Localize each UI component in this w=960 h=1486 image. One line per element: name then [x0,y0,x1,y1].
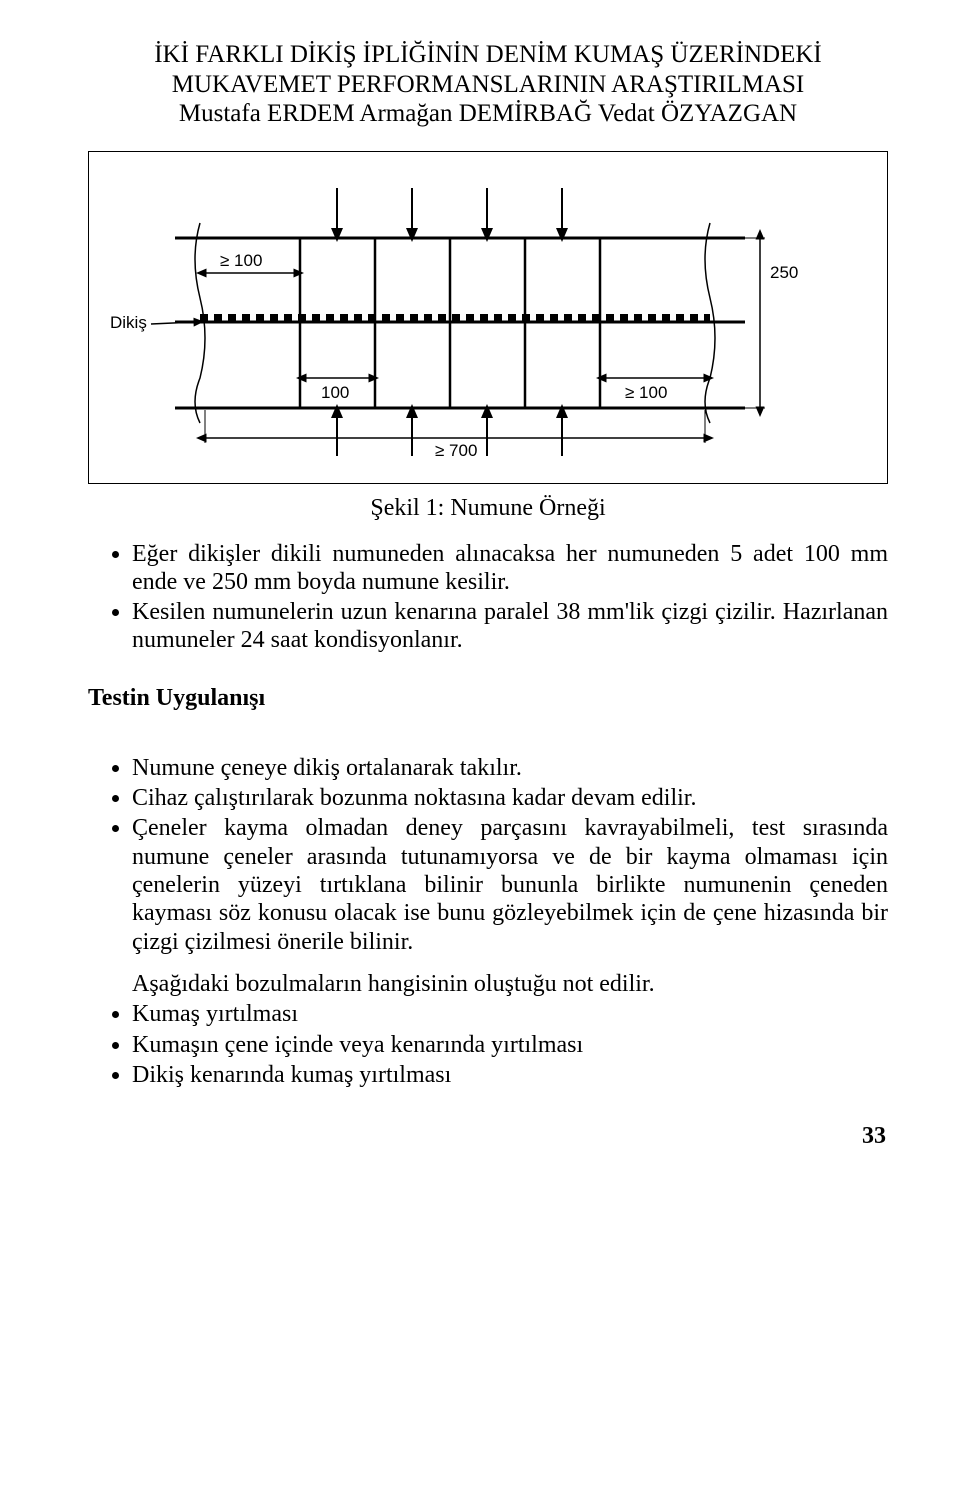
page-title: İKİ FARKLI DİKİŞ İPLİĞİNİN DENİM KUMAŞ Ü… [88,40,888,129]
dim-total-height: 250 [770,263,798,282]
page-number: 33 [88,1123,888,1150]
title-line-2: MUKAVEMET PERFORMANSLARININ ARAŞTIRILMAS… [172,71,804,98]
dim-right-margin: ≥ 100 [625,383,667,402]
list-item: Kumaş yırtılması [132,1000,888,1028]
test-bullet-list: Numune çeneye dikiş ortalanarak takılır.… [88,754,888,956]
intro-bullet-list: Eğer dikişler dikili numuneden alınacaks… [88,540,888,655]
damage-paragraph: Aşağıdaki bozulmaların hangisinin oluştu… [132,970,888,998]
sample-diagram: ≥ 100 100 ≥ 100 ≥ 700 250 Dikiş [105,178,845,458]
list-item: Numune çeneye dikiş ortalanarak takılır. [132,754,888,782]
figure-caption: Şekil 1: Numune Örneği [88,495,888,522]
damage-bullet-list: Kumaş yırtılması Kumaşın çene içinde vey… [88,1000,888,1089]
seam-label: Dikiş [110,313,147,332]
list-item: Cihaz çalıştırılarak bozunma noktasına k… [132,784,888,812]
title-line-3: Mustafa ERDEM Armağan DEMİRBAĞ Vedat ÖZY… [179,100,797,127]
list-item: Dikiş kenarında kumaş yırtılması [132,1061,888,1089]
list-item: Kesilen numunelerin uzun kenarına parale… [132,598,888,655]
dim-left-margin: ≥ 100 [220,251,262,270]
figure-box: ≥ 100 100 ≥ 100 ≥ 700 250 Dikiş [88,151,888,484]
list-item: Kumaşın çene içinde veya kenarında yırtı… [132,1031,888,1059]
list-item: Eğer dikişler dikili numuneden alınacaks… [132,540,888,597]
section-heading: Testin Uygulanışı [88,685,888,712]
dim-total-width: ≥ 700 [435,441,477,458]
dim-strip-width: 100 [321,383,349,402]
list-item: Çeneler kayma olmadan deney parçasını ka… [132,814,888,956]
page-container: İKİ FARKLI DİKİŞ İPLİĞİNİN DENİM KUMAŞ Ü… [0,0,960,1180]
title-line-1: İKİ FARKLI DİKİŞ İPLİĞİNİN DENİM KUMAŞ Ü… [154,41,822,68]
